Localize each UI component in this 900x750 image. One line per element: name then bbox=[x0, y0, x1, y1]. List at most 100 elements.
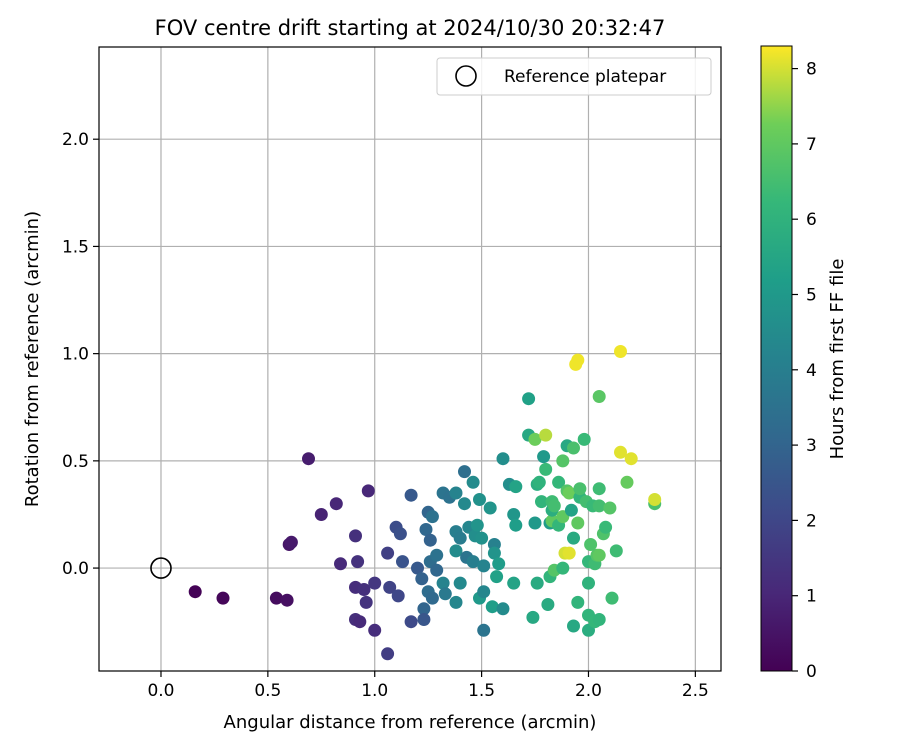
data-point bbox=[562, 486, 576, 500]
colorbar-tick-label: 8 bbox=[806, 60, 817, 80]
data-point bbox=[438, 587, 452, 601]
y-axis-label: Rotation from reference (arcmin) bbox=[22, 211, 43, 507]
data-point bbox=[417, 613, 431, 626]
data-point bbox=[453, 576, 467, 590]
data-point bbox=[571, 595, 585, 609]
data-point bbox=[419, 523, 433, 536]
x-tick-label: 0.5 bbox=[254, 681, 281, 701]
data-point bbox=[417, 602, 431, 616]
y-axis: 0.0 0.5 1.0 1.5 2.0 bbox=[62, 130, 99, 579]
data-point bbox=[458, 497, 471, 511]
data-point bbox=[507, 508, 521, 521]
data-point bbox=[562, 546, 576, 560]
data-point bbox=[571, 353, 585, 367]
colorbar-tick-label: 5 bbox=[806, 285, 817, 305]
data-point bbox=[592, 499, 606, 513]
data-point bbox=[357, 583, 371, 596]
plot-frame bbox=[98, 46, 722, 672]
colorbar-tick-label: 4 bbox=[806, 361, 817, 381]
data-point bbox=[381, 647, 395, 661]
data-point bbox=[477, 623, 491, 637]
data-point bbox=[404, 488, 418, 502]
y-tick-label: 0.0 bbox=[62, 559, 89, 579]
data-point bbox=[648, 493, 662, 506]
data-point bbox=[567, 441, 580, 455]
data-point bbox=[477, 559, 491, 573]
data-point bbox=[496, 452, 510, 466]
data-point bbox=[528, 432, 542, 446]
data-point bbox=[475, 531, 489, 545]
data-point bbox=[449, 595, 463, 609]
data-point bbox=[381, 546, 395, 560]
y-tick-label: 0.5 bbox=[62, 452, 89, 472]
data-point bbox=[391, 589, 405, 603]
data-point bbox=[404, 615, 418, 629]
data-point bbox=[614, 445, 627, 459]
legend-marker-icon bbox=[455, 65, 477, 87]
data-point bbox=[361, 484, 375, 498]
data-point bbox=[411, 561, 424, 575]
data-point bbox=[436, 576, 450, 590]
data-point bbox=[383, 580, 397, 594]
data-point bbox=[592, 390, 606, 403]
data-point bbox=[599, 520, 613, 534]
data-point bbox=[423, 533, 437, 547]
data-point bbox=[509, 480, 523, 494]
data-point bbox=[425, 591, 439, 605]
grid bbox=[99, 47, 721, 671]
data-point bbox=[368, 623, 382, 637]
data-point bbox=[530, 576, 544, 590]
data-point bbox=[592, 613, 606, 626]
reference-marker bbox=[150, 557, 172, 579]
data-point bbox=[582, 576, 595, 590]
x-tick-label: 2.5 bbox=[682, 681, 709, 701]
legend-box bbox=[436, 57, 712, 96]
data-point bbox=[577, 432, 591, 446]
colorbar-tick-label: 3 bbox=[806, 436, 817, 456]
data-point bbox=[507, 576, 521, 590]
data-point bbox=[368, 576, 382, 590]
data-point bbox=[567, 619, 580, 633]
data-point bbox=[539, 462, 553, 476]
y-tick-label: 2.0 bbox=[62, 130, 89, 150]
data-point bbox=[466, 475, 480, 489]
legend: Reference platepar bbox=[436, 57, 712, 96]
data-point bbox=[509, 518, 523, 532]
colorbar-tick-label: 0 bbox=[806, 662, 817, 682]
colorbar-tick-label: 2 bbox=[806, 511, 817, 531]
data-point bbox=[573, 482, 587, 496]
data-point bbox=[353, 615, 367, 629]
data-point bbox=[535, 495, 548, 509]
x-tick-label: 1.0 bbox=[361, 681, 388, 701]
y-tick-label: 1.5 bbox=[62, 237, 89, 257]
y-tick-label: 1.0 bbox=[62, 345, 89, 365]
data-point bbox=[614, 345, 627, 358]
data-point bbox=[458, 465, 471, 479]
x-axis-label: Angular distance from reference (arcmin) bbox=[224, 712, 597, 733]
data-point bbox=[359, 595, 373, 609]
data-point bbox=[466, 555, 480, 569]
data-point bbox=[532, 475, 546, 489]
data-point bbox=[188, 585, 202, 599]
data-point bbox=[537, 450, 551, 464]
data-point bbox=[539, 428, 553, 442]
colorbar-tick-label: 7 bbox=[806, 135, 817, 155]
data-point bbox=[349, 529, 362, 543]
data-point bbox=[477, 585, 491, 599]
data-point bbox=[485, 600, 499, 614]
data-point bbox=[564, 503, 578, 517]
data-point bbox=[552, 475, 566, 489]
data-point bbox=[449, 544, 463, 558]
data-point bbox=[605, 591, 619, 605]
data-point bbox=[567, 531, 580, 545]
data-point bbox=[584, 538, 598, 551]
data-point bbox=[620, 475, 634, 489]
data-point bbox=[526, 610, 540, 624]
data-point bbox=[284, 535, 298, 549]
data-point bbox=[492, 557, 506, 571]
data-point bbox=[329, 497, 343, 511]
data-point bbox=[453, 531, 467, 545]
data-point bbox=[425, 510, 439, 524]
data-point bbox=[396, 555, 409, 569]
